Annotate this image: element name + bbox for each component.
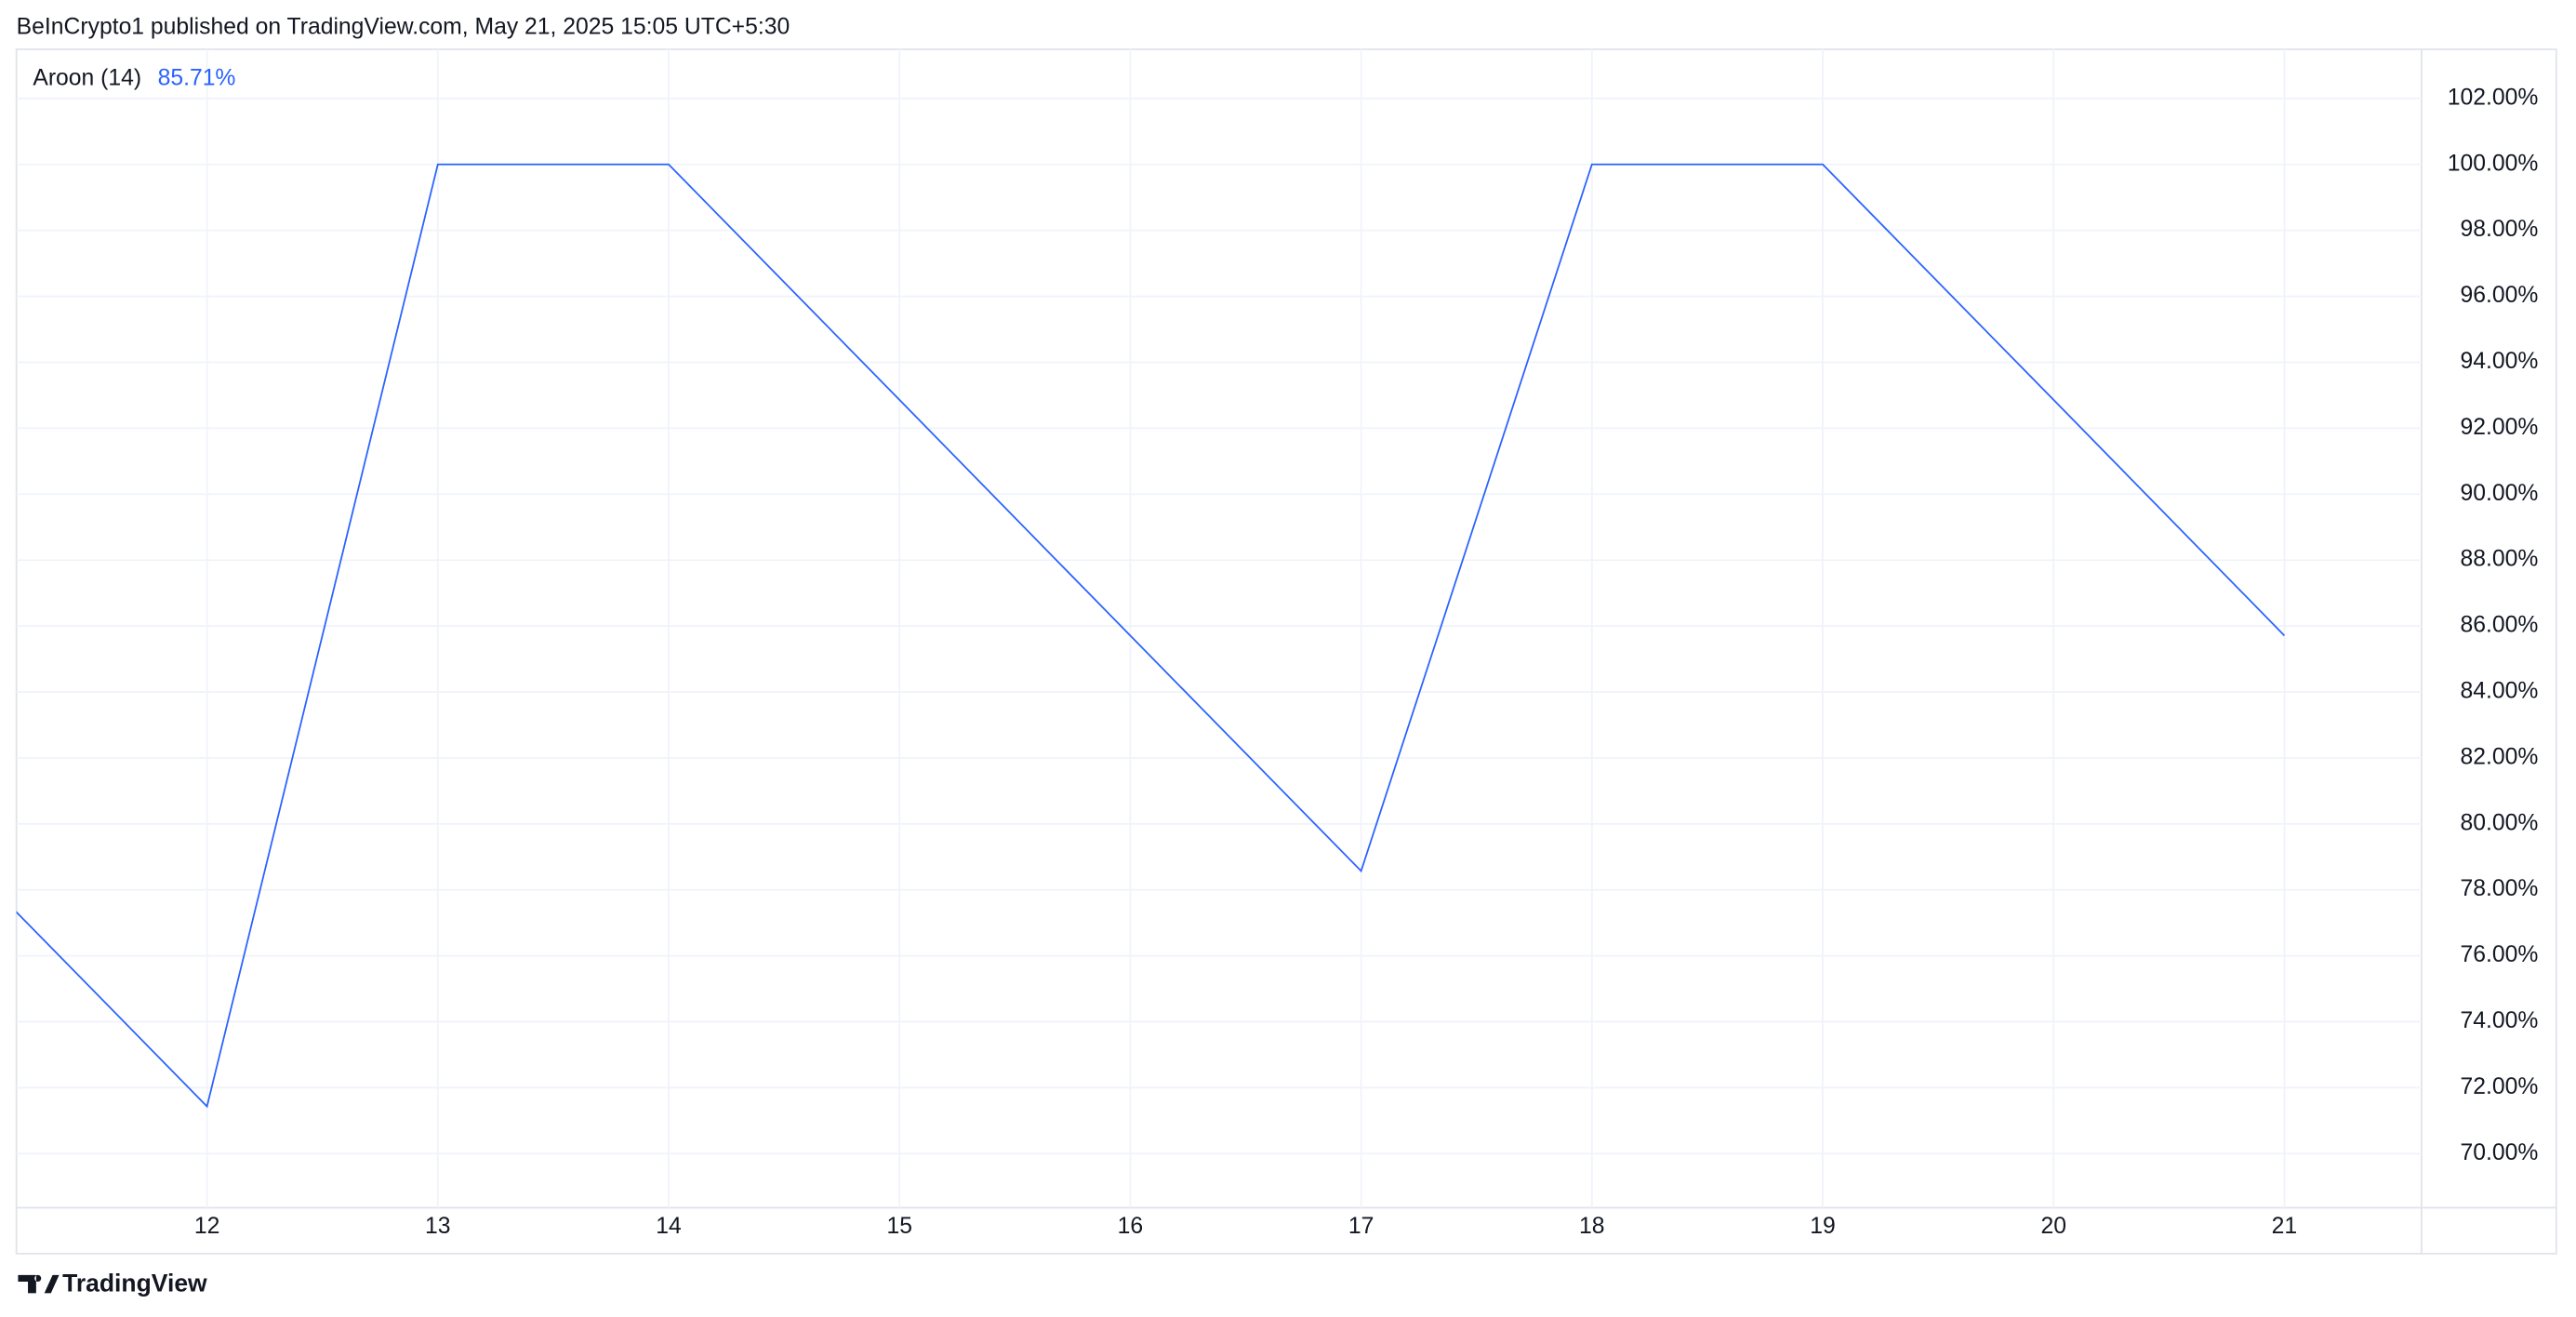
x-tick-label: 19 (1810, 1214, 1836, 1239)
y-tick-label: 82.00% (2461, 744, 2539, 769)
y-tick-label: 88.00% (2461, 547, 2539, 572)
tradingview-logo: TradingView (18, 1270, 207, 1297)
y-tick-label: 102.00% (2448, 85, 2539, 110)
y-tick-label: 94.00% (2461, 349, 2539, 374)
publish-info: BeInCrypto1 published on TradingView.com… (17, 15, 790, 40)
y-tick-label: 100.00% (2448, 151, 2539, 176)
y-tick-label: 70.00% (2461, 1140, 2539, 1165)
x-tick-label: 13 (425, 1214, 450, 1239)
legend-value: 85.71% (158, 65, 236, 90)
x-tick-label: 16 (1118, 1214, 1144, 1239)
y-tick-label: 76.00% (2461, 942, 2539, 967)
y-tick-label: 84.00% (2461, 679, 2539, 704)
grid (16, 49, 2422, 1208)
y-tick-label: 78.00% (2461, 876, 2539, 901)
y-tick-label: 86.00% (2461, 613, 2539, 638)
legend-name: Aroon (14) (33, 65, 141, 90)
x-tick-label: 12 (194, 1214, 220, 1239)
x-tick-label: 20 (2040, 1214, 2065, 1239)
aroon-line (16, 163, 2286, 1109)
logo-text: TradingView (62, 1270, 207, 1297)
plot (16, 163, 2286, 1109)
y-tick-label: 74.00% (2461, 1008, 2539, 1033)
y-tick-label: 90.00% (2461, 481, 2539, 506)
y-tick-label: 72.00% (2461, 1074, 2539, 1099)
y-tick-label: 96.00% (2461, 283, 2539, 308)
chart-border (15, 48, 2557, 1255)
logo-icon (18, 1274, 60, 1294)
x-tick-label: 18 (1579, 1214, 1605, 1239)
x-tick-label: 17 (1348, 1214, 1374, 1239)
y-tick-label: 98.00% (2461, 217, 2539, 242)
x-tick-label: 21 (2272, 1214, 2298, 1239)
y-tick-label: 80.00% (2461, 810, 2539, 835)
x-tick-label: 14 (656, 1214, 682, 1239)
y-tick-label: 92.00% (2461, 415, 2539, 440)
x-tick-label: 15 (886, 1214, 911, 1239)
